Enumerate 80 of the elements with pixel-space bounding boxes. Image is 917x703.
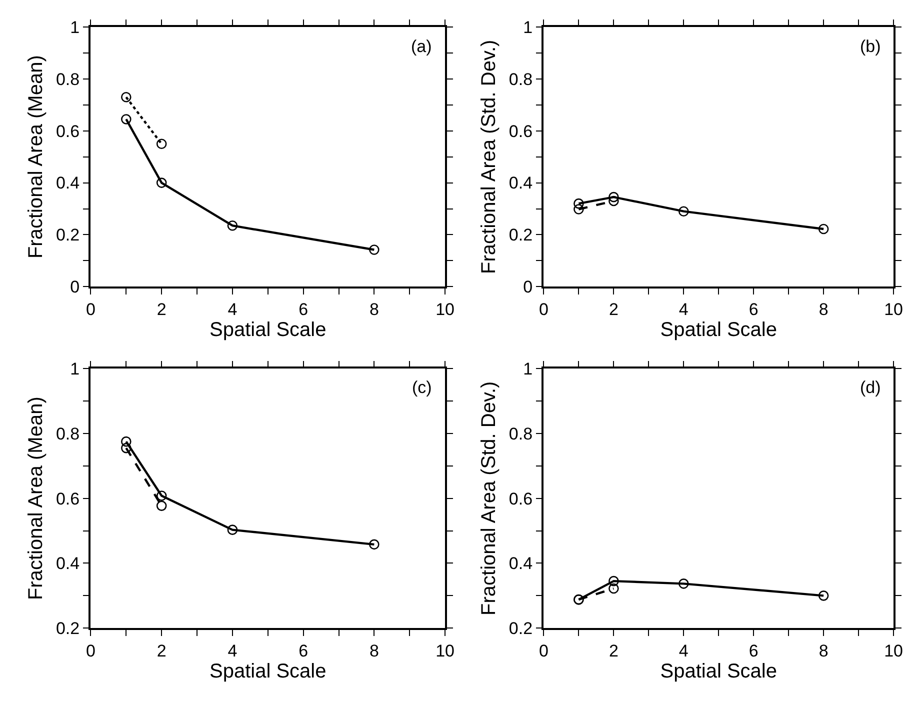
y-axis-title: Fractional Area (Mean): [24, 396, 47, 600]
y-tick-label: 0.2: [56, 619, 80, 638]
point: [121, 114, 132, 124]
point: [227, 220, 238, 231]
x-tick-label: 10: [884, 641, 904, 660]
x-tick-label: 6: [298, 641, 308, 660]
y-tick-label: 0.6: [56, 489, 80, 508]
point: [121, 442, 132, 454]
x-tick-label: 4: [228, 641, 238, 660]
point: [608, 196, 619, 206]
x-tick-label: 4: [678, 641, 688, 660]
annotation: (d): [860, 378, 881, 397]
point: [818, 224, 829, 234]
y-tick-label: 0.6: [508, 489, 533, 508]
annotation: (b): [860, 37, 881, 56]
point: [818, 590, 829, 601]
x-tick-label: 6: [748, 300, 758, 319]
y-axis-title: Fractional Area (Mean): [24, 55, 47, 259]
point: [156, 178, 167, 188]
x-tick-label: 8: [818, 300, 828, 319]
point: [574, 204, 584, 214]
x-axis-title: Spatial Scale: [210, 318, 326, 341]
x-tick-label: 2: [608, 641, 618, 660]
point: [369, 539, 380, 550]
y-tick-label: 0.4: [508, 174, 533, 193]
x-tick-label: 0: [538, 300, 548, 319]
point: [121, 436, 132, 447]
y-tick-label: 0.8: [508, 424, 533, 444]
y-tick-label: 0.2: [508, 619, 533, 638]
point: [156, 500, 167, 511]
y-axis-title: Fractional Area (Std. Dev.): [478, 381, 500, 616]
y-tick-label: 0.6: [508, 122, 533, 141]
y-tick-label: 0.8: [508, 70, 533, 89]
x-tick-label: 4: [228, 300, 238, 319]
x-tick-label: 2: [156, 641, 166, 660]
point: [156, 138, 167, 150]
x-tick-label: 0: [538, 641, 548, 660]
point: [678, 206, 689, 216]
point: [608, 192, 619, 202]
point: [608, 576, 619, 586]
x-tick-label: 0: [86, 300, 96, 319]
point: [369, 244, 380, 255]
y-tick-label: 0.4: [508, 554, 533, 574]
point: [678, 578, 689, 589]
y-tick-label: 0.4: [56, 174, 80, 193]
x-tick-label: 2: [156, 300, 166, 319]
y-tick-label: 1: [70, 360, 80, 379]
y-tick-label: 0.6: [56, 122, 80, 141]
y-tick-label: 0.2: [508, 226, 533, 245]
x-tick-label: 2: [608, 300, 618, 319]
x-tick-label: 6: [298, 300, 308, 319]
point: [121, 92, 132, 102]
y-tick-label: 0.2: [56, 226, 80, 245]
x-tick-label: 10: [884, 300, 904, 319]
y-tick-label: 0: [523, 278, 533, 297]
y-tick-label: 0.8: [56, 70, 80, 89]
y-tick-label: 1: [523, 360, 533, 379]
x-tick-label: 10: [436, 641, 455, 660]
point: [574, 198, 584, 209]
y-tick-label: 0.8: [56, 424, 80, 444]
x-tick-label: 0: [86, 641, 96, 660]
point: [156, 490, 167, 501]
x-tick-label: 6: [748, 641, 758, 660]
y-tick-label: 0: [70, 278, 80, 297]
x-axis-title: Spatial Scale: [660, 318, 778, 341]
x-tick-label: 8: [369, 641, 379, 660]
y-tick-label: 1: [70, 18, 80, 38]
point: [608, 583, 619, 594]
annotation: (c): [412, 378, 432, 397]
x-tick-label: 4: [678, 300, 688, 319]
x-tick-label: 8: [818, 641, 828, 660]
x-tick-label: 10: [436, 300, 455, 319]
y-axis-title: Fractional Area (Std. Dev.): [478, 40, 500, 274]
x-axis-title: Spatial Scale: [210, 660, 326, 682]
x-tick-label: 8: [369, 300, 379, 319]
point: [227, 524, 238, 535]
annotation: (a): [411, 37, 432, 56]
y-tick-label: 1: [523, 18, 533, 38]
y-tick-label: 0.4: [56, 554, 80, 574]
x-axis-title: Spatial Scale: [660, 660, 778, 682]
